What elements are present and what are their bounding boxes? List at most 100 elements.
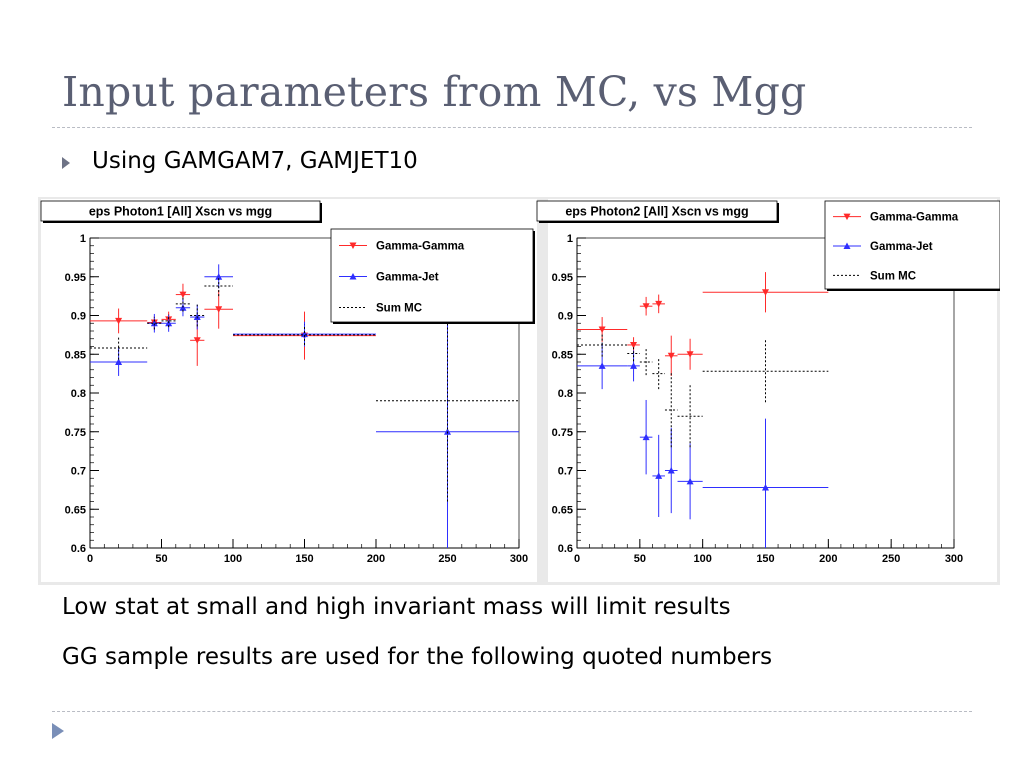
data-point xyxy=(577,342,628,390)
legend-label: Gamma-Gamma xyxy=(870,212,959,224)
y-tick-label: 1 xyxy=(80,233,86,245)
data-point xyxy=(627,345,640,362)
title-box xyxy=(536,200,778,222)
marker-triangle-down xyxy=(598,326,606,333)
legend-item: Gamma-Jet xyxy=(833,241,933,253)
chart-panel-1: 0 50 100 150 200 250 300 0.6 0.65 0.7 0.75 0.8 0.85 0… xyxy=(40,199,537,582)
chart-panel-2: 0 50 100 150 200 250 300 0.6 0.65 0.7 0.75 0.8 0.85 0… xyxy=(536,199,1000,582)
x-tick-label: 300 xyxy=(945,553,963,565)
figure-canvas: 0 50 100 150 200 250 300 0.6 0.65 0.7 0.75 0.8 0.85 0… xyxy=(38,197,1000,585)
x-tick-label: 200 xyxy=(367,553,385,565)
legend-label: Sum MC xyxy=(870,270,916,282)
data-point xyxy=(175,296,191,312)
footer-separator xyxy=(52,711,972,712)
legend-marker-down xyxy=(843,213,851,221)
footer-arrow-icon xyxy=(52,723,64,739)
y-tick-label: 0.6 xyxy=(71,543,86,555)
y-tick-label: 0.95 xyxy=(552,272,573,284)
y-tick-label: 0.7 xyxy=(71,466,86,478)
marker-triangle-up xyxy=(762,484,769,491)
data-point xyxy=(204,275,233,297)
marker-triangle-up xyxy=(215,273,223,280)
legend-item: Gamma-Gamma xyxy=(833,212,959,224)
series-gamma-jet xyxy=(577,342,829,548)
x-tick-label: 50 xyxy=(634,553,646,565)
bullet-arrow-icon xyxy=(62,157,70,169)
y-tick-label: 0.6 xyxy=(558,543,573,555)
legend-item: Sum MC xyxy=(833,270,916,282)
y-tick-label: 0.9 xyxy=(71,311,86,323)
data-point xyxy=(204,289,233,329)
data-point xyxy=(677,385,703,448)
marker-triangle-down xyxy=(655,300,663,308)
x-tick-label: 200 xyxy=(819,553,837,565)
marker-triangle-up xyxy=(630,362,638,369)
marker-triangle-down xyxy=(193,337,201,344)
x-tick-label: 150 xyxy=(756,553,774,565)
note-gg-sample: GG sample results are used for the follo… xyxy=(62,644,773,670)
marker-triangle-down xyxy=(215,306,223,313)
legend-label: Sum MC xyxy=(376,303,422,315)
marker-triangle-down xyxy=(686,351,694,358)
legend-marker-down xyxy=(349,242,357,249)
axes: 0 50 100 150 200 250 300 0.6 0.65 0.7 0.75 0.8 0.85 0… xyxy=(65,233,529,565)
y-tick-label: 0.85 xyxy=(552,349,573,361)
marker-triangle-up xyxy=(642,433,650,441)
chart-title-text: eps Photon1 [All] Xscn vs mgg xyxy=(89,205,272,219)
y-tick-label: 0.65 xyxy=(552,504,573,516)
data-point xyxy=(577,317,628,342)
x-tick-label: 0 xyxy=(574,553,580,565)
x-tick-label: 300 xyxy=(510,553,528,565)
legend-box xyxy=(330,228,534,323)
x-tick-label: 50 xyxy=(155,553,167,565)
marker-triangle-down xyxy=(667,352,675,360)
data-point xyxy=(664,335,678,376)
marker-triangle-down xyxy=(115,317,123,325)
marker-triangle-up xyxy=(686,477,694,485)
data-point xyxy=(233,324,376,345)
series-sum-mc xyxy=(90,275,519,502)
x-tick-label: 0 xyxy=(87,553,93,565)
y-tick-label: 0.75 xyxy=(552,427,573,439)
y-tick-label: 0.65 xyxy=(65,504,86,516)
legend-marker-up xyxy=(349,273,357,280)
data-point xyxy=(90,348,148,376)
data-point xyxy=(639,296,653,316)
marker-triangle-up xyxy=(667,467,675,474)
legend-item: Gamma-Jet xyxy=(339,272,439,284)
data-point xyxy=(702,272,829,313)
y-tick-label: 1 xyxy=(567,233,573,245)
x-tick-label: 100 xyxy=(224,553,242,565)
data-point xyxy=(652,358,665,390)
data-point xyxy=(664,372,678,448)
data-point xyxy=(627,337,640,353)
marker-triangle-up xyxy=(301,330,308,338)
legend-box xyxy=(824,200,1000,290)
slide-title: Input parameters from MC, vs Mgg xyxy=(62,68,807,116)
figure-svg: 0 50 100 150 200 250 3000.60.650.70.750.80.850… xyxy=(40,199,1000,582)
legend-marker-up xyxy=(843,242,851,249)
y-tick-label: 0.7 xyxy=(558,466,573,478)
marker-triangle-up xyxy=(150,319,158,327)
y-tick-label: 0.9 xyxy=(558,311,573,323)
data-point xyxy=(677,338,703,370)
legend-item: Gamma-Gamma xyxy=(339,241,465,253)
chart-title: eps Photon1 [All] Xscn vs mgg xyxy=(40,200,322,223)
x-tick-label: 250 xyxy=(438,553,456,565)
chart-title-text: eps Photon2 [All] Xscn vs mgg xyxy=(565,205,748,219)
data-point xyxy=(90,336,148,360)
y-tick-label: 0.8 xyxy=(71,388,86,400)
bullet-text: Using GAMGAM7, GAMJET10 xyxy=(92,148,418,174)
legend-item: Sum MC xyxy=(339,303,422,315)
data-point xyxy=(702,418,829,548)
data-point xyxy=(652,434,665,517)
data-point xyxy=(90,308,148,334)
legend: Gamma-Gamma Gamma-Jet Sum MC xyxy=(330,228,535,324)
data-point xyxy=(233,321,376,347)
marker-triangle-down xyxy=(642,303,650,310)
legend-label: Gamma-Jet xyxy=(376,272,439,284)
data-point xyxy=(702,340,829,403)
chart-title: eps Photon2 [All] Xscn vs mgg xyxy=(536,200,779,223)
data-point xyxy=(376,300,519,502)
x-tick-label: 250 xyxy=(882,553,900,565)
